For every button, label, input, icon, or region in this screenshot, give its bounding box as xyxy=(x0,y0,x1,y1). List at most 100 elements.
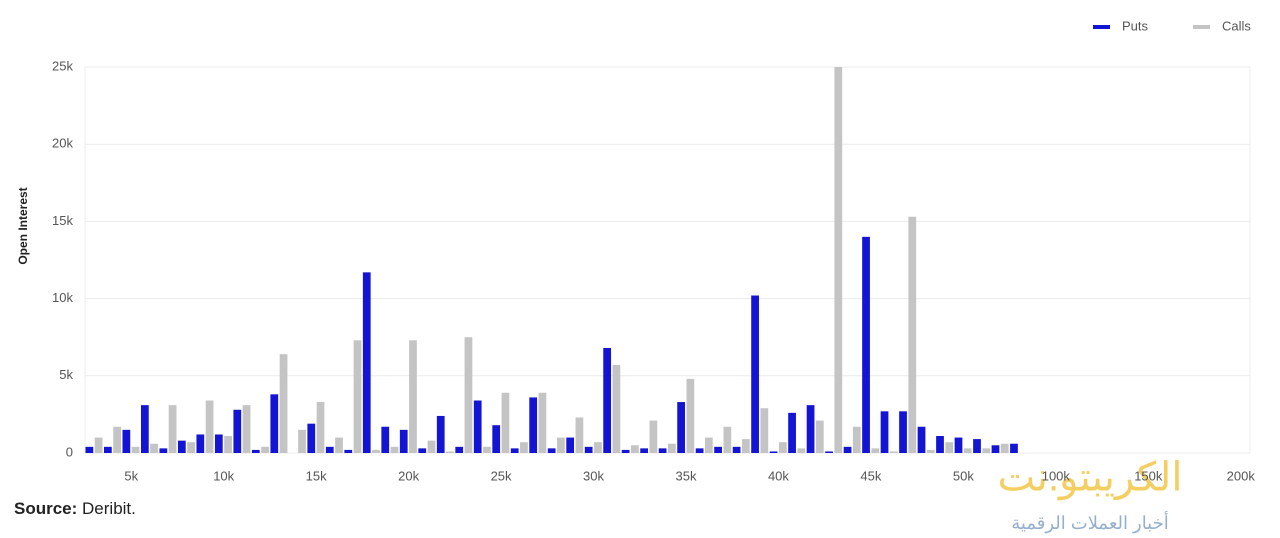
bar xyxy=(140,405,149,453)
bar xyxy=(501,392,510,453)
x-tick-label: 40k xyxy=(768,468,789,483)
bar xyxy=(316,402,325,453)
bar xyxy=(362,272,371,453)
bar xyxy=(751,295,759,453)
bar xyxy=(991,445,1000,453)
x-tick-label: 25k xyxy=(491,468,512,483)
y-tick-label: 0 xyxy=(66,444,73,459)
bar xyxy=(603,348,612,453)
bar xyxy=(815,420,824,453)
bar xyxy=(372,449,380,453)
bar xyxy=(242,405,251,453)
bar xyxy=(917,426,926,453)
bar xyxy=(344,449,353,453)
bar xyxy=(270,394,279,453)
bar xyxy=(584,446,593,453)
bar xyxy=(381,426,390,453)
bar xyxy=(1010,443,1018,453)
bar xyxy=(224,436,232,453)
bar xyxy=(187,442,195,453)
bar xyxy=(538,392,547,453)
bar xyxy=(427,440,436,453)
bar xyxy=(214,434,223,453)
bar xyxy=(307,423,316,453)
bar xyxy=(658,448,667,453)
bar xyxy=(399,429,408,453)
bar xyxy=(945,442,954,453)
x-tick-label: 15k xyxy=(306,468,327,483)
x-tick-label: 100k xyxy=(1042,468,1071,483)
source-label: Source: xyxy=(14,499,77,518)
y-tick-label: 25k xyxy=(52,58,73,73)
bar xyxy=(778,442,787,453)
bar xyxy=(612,364,621,453)
bar xyxy=(492,425,501,453)
bar xyxy=(298,429,306,453)
bar xyxy=(390,446,399,453)
bar xyxy=(409,340,417,453)
bar xyxy=(806,405,815,453)
bar xyxy=(159,448,168,453)
bar xyxy=(520,442,528,453)
bar xyxy=(279,354,288,453)
y-tick-label: 20k xyxy=(52,136,73,151)
bar xyxy=(797,448,806,453)
source-value: Deribit. xyxy=(82,499,136,518)
bar xyxy=(714,446,722,453)
y-tick-label: 5k xyxy=(59,367,73,382)
legend-label: Puts xyxy=(1122,18,1149,33)
bar xyxy=(954,437,963,453)
bar xyxy=(926,449,935,453)
bar xyxy=(150,443,158,453)
bar xyxy=(261,446,269,453)
bar xyxy=(982,448,991,453)
bar xyxy=(335,437,343,453)
bar xyxy=(131,446,140,453)
bar xyxy=(769,451,778,453)
bar xyxy=(834,67,843,453)
bar xyxy=(695,448,704,453)
bar xyxy=(473,400,482,453)
bar xyxy=(196,434,205,453)
bar xyxy=(168,405,177,453)
x-tick-label: 35k xyxy=(676,468,697,483)
x-tick-label: 20k xyxy=(398,468,419,483)
bar xyxy=(862,236,870,453)
bar xyxy=(899,411,907,453)
bar xyxy=(908,216,917,453)
bar xyxy=(880,411,889,453)
bar xyxy=(649,420,658,453)
bar xyxy=(723,426,732,453)
bar xyxy=(843,446,852,453)
bar xyxy=(686,378,695,453)
bar xyxy=(575,417,584,453)
bar xyxy=(963,448,972,453)
bar xyxy=(94,437,103,453)
x-tick-label: 10k xyxy=(213,468,234,483)
bar xyxy=(418,448,427,453)
bar xyxy=(103,446,112,453)
bar xyxy=(510,448,519,453)
bar xyxy=(871,448,880,453)
bar xyxy=(788,412,796,453)
bar xyxy=(1000,443,1009,453)
bar xyxy=(640,448,649,453)
bar xyxy=(852,426,861,453)
bar xyxy=(936,436,944,453)
bar xyxy=(668,443,676,453)
bar xyxy=(233,409,242,453)
bar xyxy=(446,451,454,453)
x-tick-label: 200k xyxy=(1227,468,1256,483)
x-tick-label: 5k xyxy=(124,468,138,483)
bar xyxy=(122,429,131,453)
bar xyxy=(529,397,538,453)
bar xyxy=(325,446,334,453)
bar xyxy=(483,446,491,453)
watermark-title: الكريبتو.نت xyxy=(998,456,1183,501)
bar xyxy=(732,446,741,453)
y-axis-title: Open Interest xyxy=(16,187,30,264)
x-tick-label: 45k xyxy=(860,468,881,483)
bar xyxy=(205,400,214,453)
bar xyxy=(557,437,565,453)
